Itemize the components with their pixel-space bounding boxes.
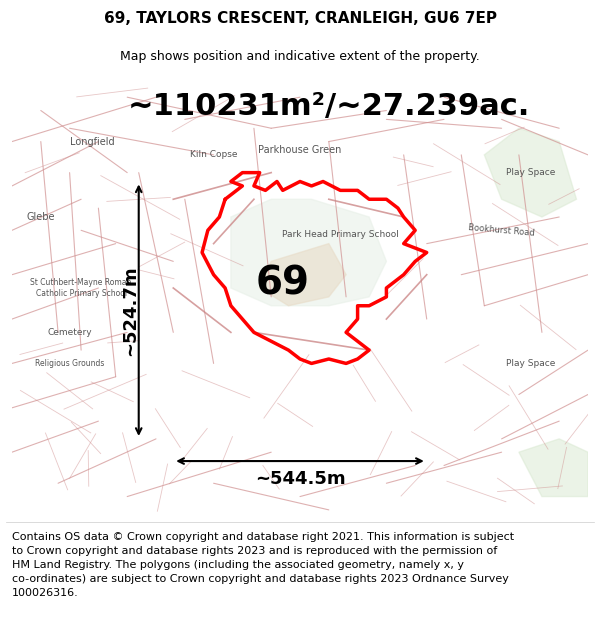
Polygon shape xyxy=(231,199,386,306)
Polygon shape xyxy=(484,128,577,217)
Text: Glebe: Glebe xyxy=(26,212,55,222)
Text: Map shows position and indicative extent of the property.: Map shows position and indicative extent… xyxy=(120,50,480,62)
Text: Bookhurst Road: Bookhurst Road xyxy=(468,223,535,238)
Text: Contains OS data © Crown copyright and database right 2021. This information is : Contains OS data © Crown copyright and d… xyxy=(12,531,514,598)
Text: ~544.5m: ~544.5m xyxy=(254,470,346,488)
Text: Longfield: Longfield xyxy=(70,136,115,146)
Text: 69: 69 xyxy=(256,264,310,302)
Text: ~110231m²/~27.239ac.: ~110231m²/~27.239ac. xyxy=(128,91,530,121)
Text: Kiln Copse: Kiln Copse xyxy=(190,151,238,159)
Text: Religious Grounds: Religious Grounds xyxy=(35,359,104,368)
Text: St Cuthbert-Mayne Roman
Catholic Primary School: St Cuthbert-Mayne Roman Catholic Primary… xyxy=(31,278,132,298)
Text: Play Space: Play Space xyxy=(506,168,555,177)
Text: Park Head Primary School: Park Head Primary School xyxy=(282,230,399,239)
Text: Cemetery: Cemetery xyxy=(47,328,92,337)
Text: Play Space: Play Space xyxy=(506,359,555,368)
Text: 69, TAYLORS CRESCENT, CRANLEIGH, GU6 7EP: 69, TAYLORS CRESCENT, CRANLEIGH, GU6 7EP xyxy=(104,11,497,26)
Polygon shape xyxy=(519,439,588,496)
Text: ~524.7m: ~524.7m xyxy=(121,265,139,356)
Text: Parkhouse Green: Parkhouse Green xyxy=(259,146,341,156)
Polygon shape xyxy=(260,244,346,306)
